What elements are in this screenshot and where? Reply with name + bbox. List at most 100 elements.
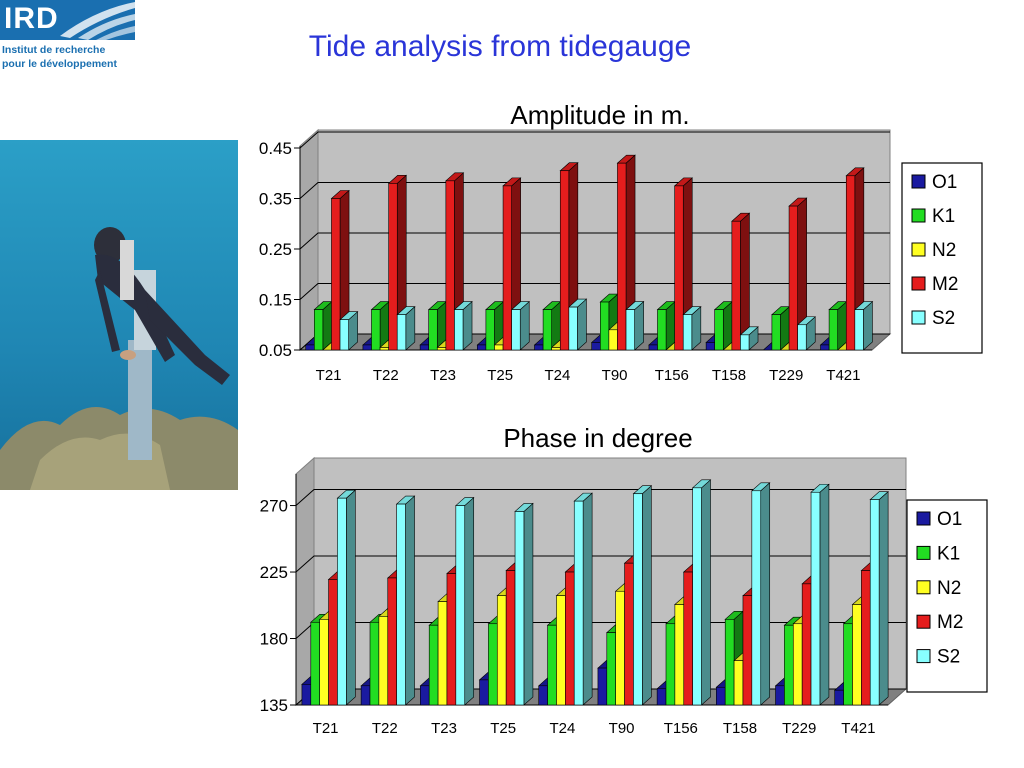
chart-title: Amplitude in m.	[510, 100, 689, 130]
phase-chart: Phase in degree 135 180 225 270 T21 T22 T23 T25 T…	[260, 423, 988, 737]
x-tick-label: T90	[609, 720, 635, 737]
bar-O1-T90	[597, 667, 608, 706]
bar-side	[346, 489, 356, 706]
bar-M2-T21	[328, 579, 338, 706]
y-tick-label: 0.15	[259, 291, 292, 310]
ird-logo: IRD Institut de recherche pour le dévelo…	[0, 0, 135, 75]
slide-title: Tide analysis from tidegauge	[308, 30, 692, 63]
y-tick-label: 225	[260, 563, 288, 582]
bar-S2-T21	[339, 319, 349, 351]
bar-M2-T24	[559, 170, 570, 351]
bar-S2-T23	[454, 309, 464, 351]
legend-swatch-K1	[911, 208, 926, 223]
bar-side	[642, 485, 652, 706]
y-tick-label: 0.25	[259, 240, 292, 259]
x-tick-label: T21	[313, 720, 339, 737]
bar-M2-T22	[387, 577, 397, 706]
legend-label-O1: O1	[937, 509, 962, 530]
bar-K1-T156	[657, 309, 667, 351]
bar-N2-T23	[437, 601, 448, 706]
logo-line2: pour le développement	[2, 58, 117, 70]
bar-M2-T90	[624, 562, 634, 706]
legend-swatch-O1	[916, 511, 931, 526]
bar-K1-T90	[606, 632, 616, 706]
legend-label-K1: K1	[932, 206, 955, 227]
bar-side	[462, 300, 473, 351]
bar-N2-T156	[674, 604, 685, 706]
legend-label-N2: N2	[937, 578, 961, 599]
x-tick-label: T22	[373, 367, 399, 384]
bar-O1-T21	[301, 684, 312, 706]
legend-swatch-M2	[916, 614, 931, 629]
bar-K1-T23	[428, 624, 439, 706]
bar-K1-T90	[599, 301, 610, 351]
bar-N2-T21	[319, 619, 329, 706]
bar-side	[523, 502, 534, 706]
bar-M2-T421	[861, 570, 871, 706]
y-tick-label: 270	[260, 497, 288, 516]
legend-swatch-S2	[911, 310, 926, 325]
bar-side	[760, 482, 771, 706]
x-tick-label: T229	[769, 367, 803, 384]
bar-S2-T421	[869, 499, 880, 706]
bar-S2-T21	[337, 497, 347, 706]
bar-K1-T158	[714, 309, 724, 351]
bar-side	[837, 300, 847, 351]
x-tick-label: T23	[430, 367, 456, 384]
bar-O1-T24	[538, 685, 548, 706]
bar-side	[405, 495, 415, 706]
logo-line1: Institut de recherche	[2, 44, 106, 56]
bar-N2-T158	[733, 660, 744, 706]
bar-O1-T24	[534, 344, 544, 351]
logo-abbr: IRD	[4, 2, 59, 35]
bar-M2-T23	[445, 180, 455, 351]
bar-O1-T156	[656, 688, 667, 706]
bar-K1-T23	[428, 309, 438, 351]
bar-side	[519, 300, 530, 351]
x-tick-label: T25	[490, 720, 516, 737]
bar-O1-T21	[305, 344, 315, 351]
bar-S2-T23	[455, 505, 466, 706]
legend-swatch-M2	[911, 276, 926, 291]
bar-N2-T24	[551, 347, 561, 351]
gridline	[299, 182, 890, 199]
bar-K1-T229	[771, 314, 781, 351]
bar-M2-T21	[331, 198, 341, 351]
bar-S2-T24	[568, 306, 578, 351]
x-tick-label: T25	[487, 367, 513, 384]
bar-side	[819, 483, 830, 706]
bar-N2-T25	[494, 344, 504, 351]
bar-side	[878, 490, 889, 706]
y-tick-label: 0.45	[259, 139, 292, 158]
bar-M2-T421	[845, 175, 856, 351]
bar-K1-T229	[784, 624, 794, 706]
x-tick-label: T23	[431, 720, 457, 737]
x-tick-label: T158	[723, 720, 757, 737]
x-tick-label: T24	[544, 367, 570, 384]
x-tick-label: T21	[316, 367, 342, 384]
bar-side	[722, 300, 733, 351]
bar-side	[322, 300, 333, 351]
bar-K1-T25	[488, 623, 498, 706]
bar-O1-T25	[479, 679, 489, 706]
bar-M2-T90	[617, 162, 627, 351]
bar-O1-T23	[419, 344, 429, 351]
bar-S2-T229	[810, 491, 821, 706]
bar-S2-T22	[396, 314, 407, 351]
bar-N2-T90	[608, 329, 618, 351]
bar-M2-T156	[683, 571, 693, 706]
bar-K1-T156	[665, 623, 676, 706]
legend-label-N2: N2	[932, 240, 956, 261]
bar-K1-T22	[369, 621, 380, 706]
legend-label-O1: O1	[932, 172, 957, 193]
legend-swatch-K1	[916, 545, 931, 560]
y-tick-label: 0.05	[259, 341, 292, 360]
bar-K1-T421	[828, 309, 838, 351]
x-tick-label: T229	[782, 720, 816, 737]
y-tick-label: 135	[260, 696, 288, 715]
bar-N2-T421	[852, 604, 862, 706]
bar-S2-T25	[514, 511, 525, 706]
bar-N2-T229	[792, 623, 803, 706]
bar-O1-T421	[834, 689, 844, 706]
